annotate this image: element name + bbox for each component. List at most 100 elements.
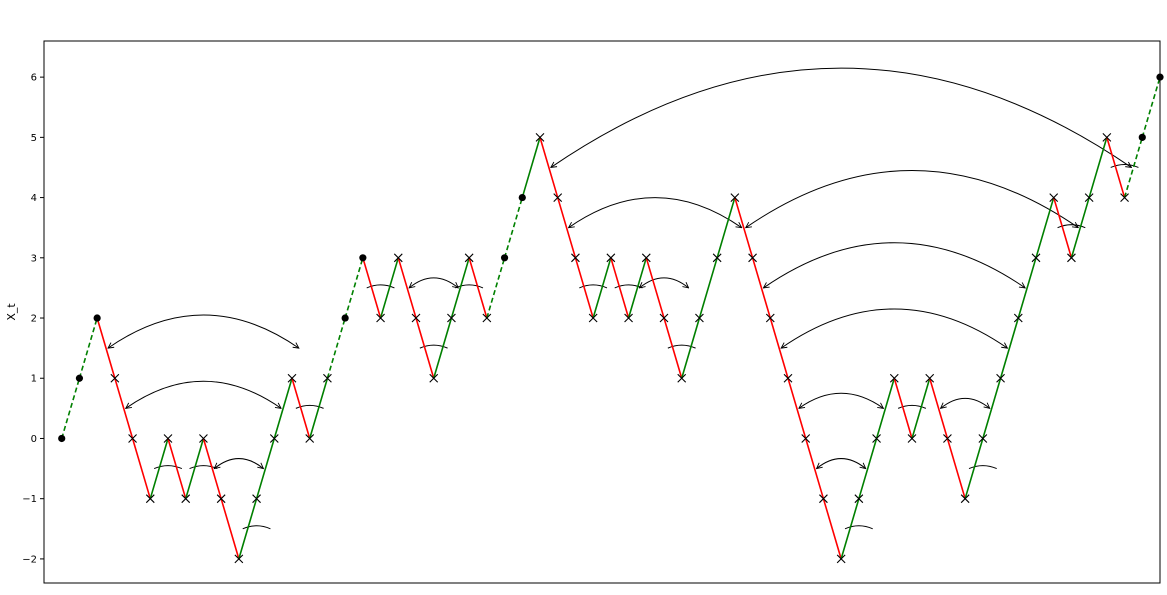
up-step xyxy=(149,438,169,499)
step-point xyxy=(323,373,332,383)
down-step xyxy=(397,257,417,319)
record-step xyxy=(60,378,81,439)
step-point xyxy=(269,434,279,443)
record-point xyxy=(500,254,509,262)
step-point xyxy=(305,434,315,443)
down-step xyxy=(663,317,683,379)
step-point xyxy=(553,193,563,202)
step-point xyxy=(1084,193,1094,202)
step-point xyxy=(1049,193,1059,202)
matching-arc xyxy=(844,525,873,530)
down-step xyxy=(167,438,187,499)
down-step xyxy=(769,317,789,379)
up-step xyxy=(1017,257,1037,319)
step-point xyxy=(641,253,651,263)
step-point xyxy=(978,434,988,443)
up-step xyxy=(450,257,470,319)
record-step xyxy=(326,317,346,379)
matching-arc xyxy=(108,314,299,348)
step-point xyxy=(482,313,492,323)
step-point xyxy=(181,494,191,504)
up-step xyxy=(1035,197,1055,259)
matching-arc xyxy=(455,284,484,289)
matching-arc xyxy=(569,197,742,228)
record-step xyxy=(344,257,364,319)
step-point xyxy=(376,313,385,323)
matching-arc xyxy=(409,277,458,288)
up-step xyxy=(875,378,896,439)
step-point xyxy=(1102,132,1112,142)
step-point xyxy=(889,373,899,383)
up-step xyxy=(379,257,400,319)
step-point xyxy=(128,434,137,443)
matching-arc xyxy=(639,277,688,288)
up-step xyxy=(999,317,1020,379)
plot-frame xyxy=(43,40,1161,584)
up-step xyxy=(964,438,984,499)
step-point xyxy=(216,494,226,504)
step-point xyxy=(783,373,793,383)
step-point xyxy=(429,373,439,383)
record-point xyxy=(341,314,349,322)
up-step xyxy=(238,498,258,560)
down-step xyxy=(291,378,311,439)
down-step xyxy=(220,498,240,560)
step-point xyxy=(960,494,970,504)
step-point xyxy=(163,434,173,443)
step-point xyxy=(535,132,545,142)
step-point xyxy=(765,313,775,323)
y-axis-label: X_t xyxy=(5,303,18,321)
step-point xyxy=(659,313,669,323)
down-step xyxy=(131,438,152,499)
down-step xyxy=(804,438,825,499)
plot-area xyxy=(44,41,1160,583)
arc-layer xyxy=(108,67,1139,530)
down-step xyxy=(574,257,594,319)
step-point xyxy=(854,494,864,504)
step-point xyxy=(1031,253,1041,263)
step-point xyxy=(447,313,456,323)
up-step xyxy=(521,137,541,198)
down-step xyxy=(1052,197,1073,259)
record-step xyxy=(503,197,524,259)
matching-arc xyxy=(419,344,448,349)
matching-arc xyxy=(781,308,1007,348)
matching-arc xyxy=(579,284,608,289)
step-point xyxy=(925,373,935,383)
down-step xyxy=(114,378,134,439)
up-step xyxy=(273,378,293,439)
matching-arc xyxy=(968,465,997,470)
down-step xyxy=(928,378,949,439)
up-step xyxy=(982,378,1002,439)
step-point xyxy=(819,494,828,504)
down-step xyxy=(96,317,116,379)
down-step xyxy=(468,257,488,319)
step-point xyxy=(1120,193,1129,202)
up-step xyxy=(911,378,931,439)
step-point xyxy=(872,434,881,443)
y-tick-label: 1 xyxy=(31,374,37,385)
matching-arc xyxy=(746,169,1079,227)
step-point xyxy=(110,373,120,383)
up-step xyxy=(184,438,205,499)
down-step xyxy=(751,257,772,319)
y-tick-label: 5 xyxy=(31,133,37,144)
down-step xyxy=(1106,137,1126,198)
down-step xyxy=(362,257,382,319)
step-point xyxy=(252,494,261,504)
matching-arc xyxy=(153,465,183,470)
up-step xyxy=(627,257,648,319)
matching-arc xyxy=(551,67,1132,167)
matching-arc xyxy=(897,404,927,409)
record-step xyxy=(1123,137,1144,198)
step-point xyxy=(588,313,598,323)
y-tick-label: 3 xyxy=(31,253,37,264)
up-step xyxy=(698,257,718,319)
matching-arc xyxy=(817,458,866,469)
step-point xyxy=(1067,253,1076,263)
step-point xyxy=(801,434,811,443)
y-tick-label: 6 xyxy=(31,73,37,84)
step-point xyxy=(234,554,244,564)
record-step xyxy=(1141,76,1161,138)
record-step xyxy=(78,317,98,379)
